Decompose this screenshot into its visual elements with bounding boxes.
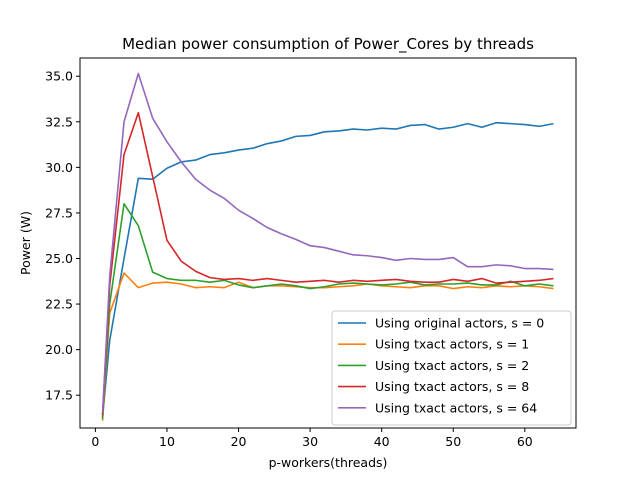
- plot-frame: [79, 57, 577, 429]
- x-axis-label: p-workers(threads): [269, 455, 388, 470]
- y-tick-label: 32.5: [45, 114, 73, 129]
- series-line-3: [101, 203, 554, 419]
- y-tick-label: 35.0: [45, 69, 73, 84]
- x-tick-label: 30: [302, 434, 318, 449]
- y-tick-label: 22.5: [45, 297, 73, 312]
- y-tick-label: 25.0: [45, 251, 73, 266]
- x-axis-ticks: 0 10 20 30 40 50 60: [91, 428, 533, 449]
- series-line-1: [101, 121, 554, 418]
- y-tick-label: 20.0: [45, 342, 73, 357]
- x-tick-label: 20: [231, 434, 247, 449]
- y-axis-label: Power (W): [18, 211, 33, 275]
- chart-title: Median power consumption of Power_Cores …: [122, 35, 534, 54]
- legend-entry-label: Using txact actors, s = 64: [375, 400, 537, 415]
- legend-entry-label: Using txact actors, s = 2: [375, 358, 529, 373]
- legend-entry-label: Using txact actors, s = 8: [375, 379, 529, 394]
- legend-entry-label: Using txact actors, s = 1: [375, 337, 529, 352]
- legend-entry-label: Using original actors, s = 0: [375, 316, 544, 331]
- x-tick-label: 10: [159, 434, 175, 449]
- series-line-5: [101, 72, 554, 414]
- x-tick-label: 0: [91, 434, 99, 449]
- x-tick-label: 50: [445, 434, 461, 449]
- x-tick-label: 60: [517, 434, 533, 449]
- series-line-2: [101, 272, 554, 421]
- x-tick-label: 40: [374, 434, 390, 449]
- y-tick-label: 17.5: [45, 388, 73, 403]
- y-tick-label: 27.5: [45, 205, 73, 220]
- legend-box: [331, 310, 572, 426]
- y-axis-ticks: 17.5 20.0 22.5 25.0 27.5 30.0 32.5 35.0: [45, 69, 80, 403]
- y-tick-label: 30.0: [45, 160, 73, 175]
- series-line-4: [101, 111, 554, 416]
- legend: Using original actors, s = 0 Using txact …: [331, 310, 572, 426]
- series-layer: [101, 72, 554, 421]
